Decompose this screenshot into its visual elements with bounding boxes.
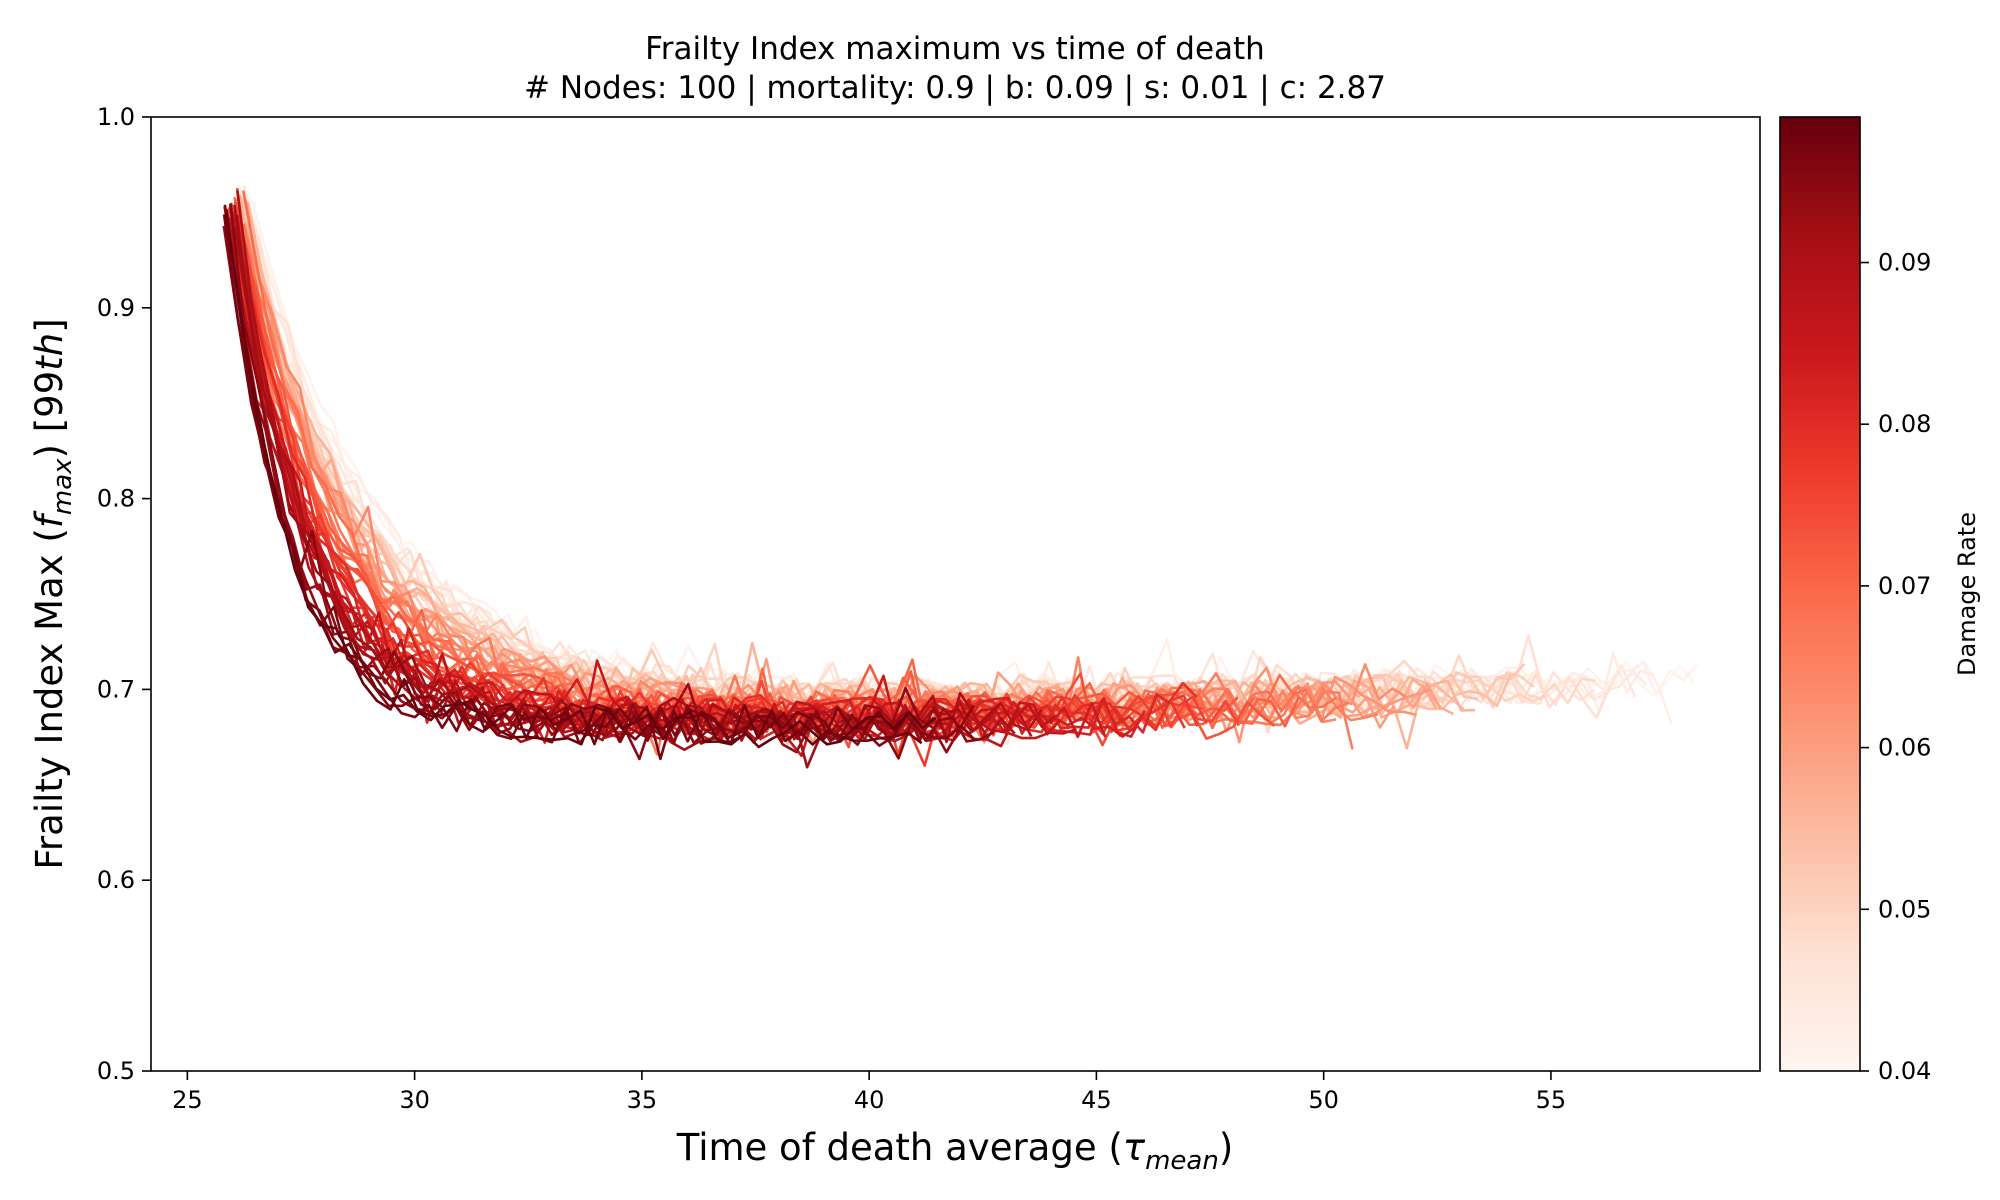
x-tick-label: 50 <box>1308 1086 1339 1114</box>
chart-title: Frailty Index maximum vs time of death <box>645 31 1265 67</box>
series-line <box>243 238 1596 740</box>
colorbar-tick-label: 0.08 <box>1878 410 1931 438</box>
x-tick-label: 55 <box>1536 1086 1567 1114</box>
colorbar-tick-label: 0.04 <box>1878 1057 1931 1085</box>
colorbar <box>1779 116 1861 1072</box>
series-line <box>231 211 1107 739</box>
colorbar-tick-label: 0.07 <box>1878 572 1931 600</box>
y-tick-label: 0.5 <box>97 1057 135 1085</box>
series-line <box>222 214 907 761</box>
series-line <box>239 212 1565 736</box>
colorbar-axis: 0.04 0.05 0.06 0.07 0.08 0.09 <box>1860 249 1931 1085</box>
y-tick-label: 0.6 <box>97 866 135 894</box>
series-line <box>225 215 937 749</box>
colorbar-tick-label: 0.05 <box>1878 895 1931 923</box>
x-axis-label: Time of death average (τmean) <box>676 1126 1234 1176</box>
colorbar-label: Damage Rate <box>1953 512 1981 676</box>
chart-subtitle: # Nodes: 100 | mortality: 0.9 | b: 0.09 … <box>524 70 1386 106</box>
series-line <box>233 204 1395 729</box>
series-line <box>233 204 972 769</box>
series-line <box>242 185 1637 746</box>
series-group <box>222 185 1698 769</box>
x-tick-label: 40 <box>854 1086 885 1114</box>
series-line <box>228 205 1186 736</box>
series-line <box>224 210 923 746</box>
series-line <box>229 202 1146 744</box>
y-axis-label: Frailty Index Max (fmax) [99th] <box>28 318 78 869</box>
plot-frame <box>150 116 1761 1072</box>
x-tick-label: 45 <box>1081 1086 1112 1114</box>
series-line <box>235 188 1125 736</box>
y-tick-label: 0.7 <box>97 675 135 703</box>
colorbar-tick-label: 0.06 <box>1878 734 1931 762</box>
series-line <box>223 204 976 748</box>
x-tick-label: 35 <box>627 1086 658 1114</box>
y-tick-label: 1.0 <box>97 103 135 131</box>
y-axis: 0.5 0.6 0.7 0.8 0.9 1.0 <box>97 103 151 1085</box>
x-tick-label: 30 <box>399 1086 430 1114</box>
x-axis: 25 30 35 40 45 50 55 <box>172 1071 1566 1114</box>
y-tick-label: 0.9 <box>97 294 135 322</box>
y-tick-label: 0.8 <box>97 485 135 513</box>
colorbar-tick-label: 0.09 <box>1878 249 1931 277</box>
x-tick-label: 25 <box>172 1086 203 1114</box>
